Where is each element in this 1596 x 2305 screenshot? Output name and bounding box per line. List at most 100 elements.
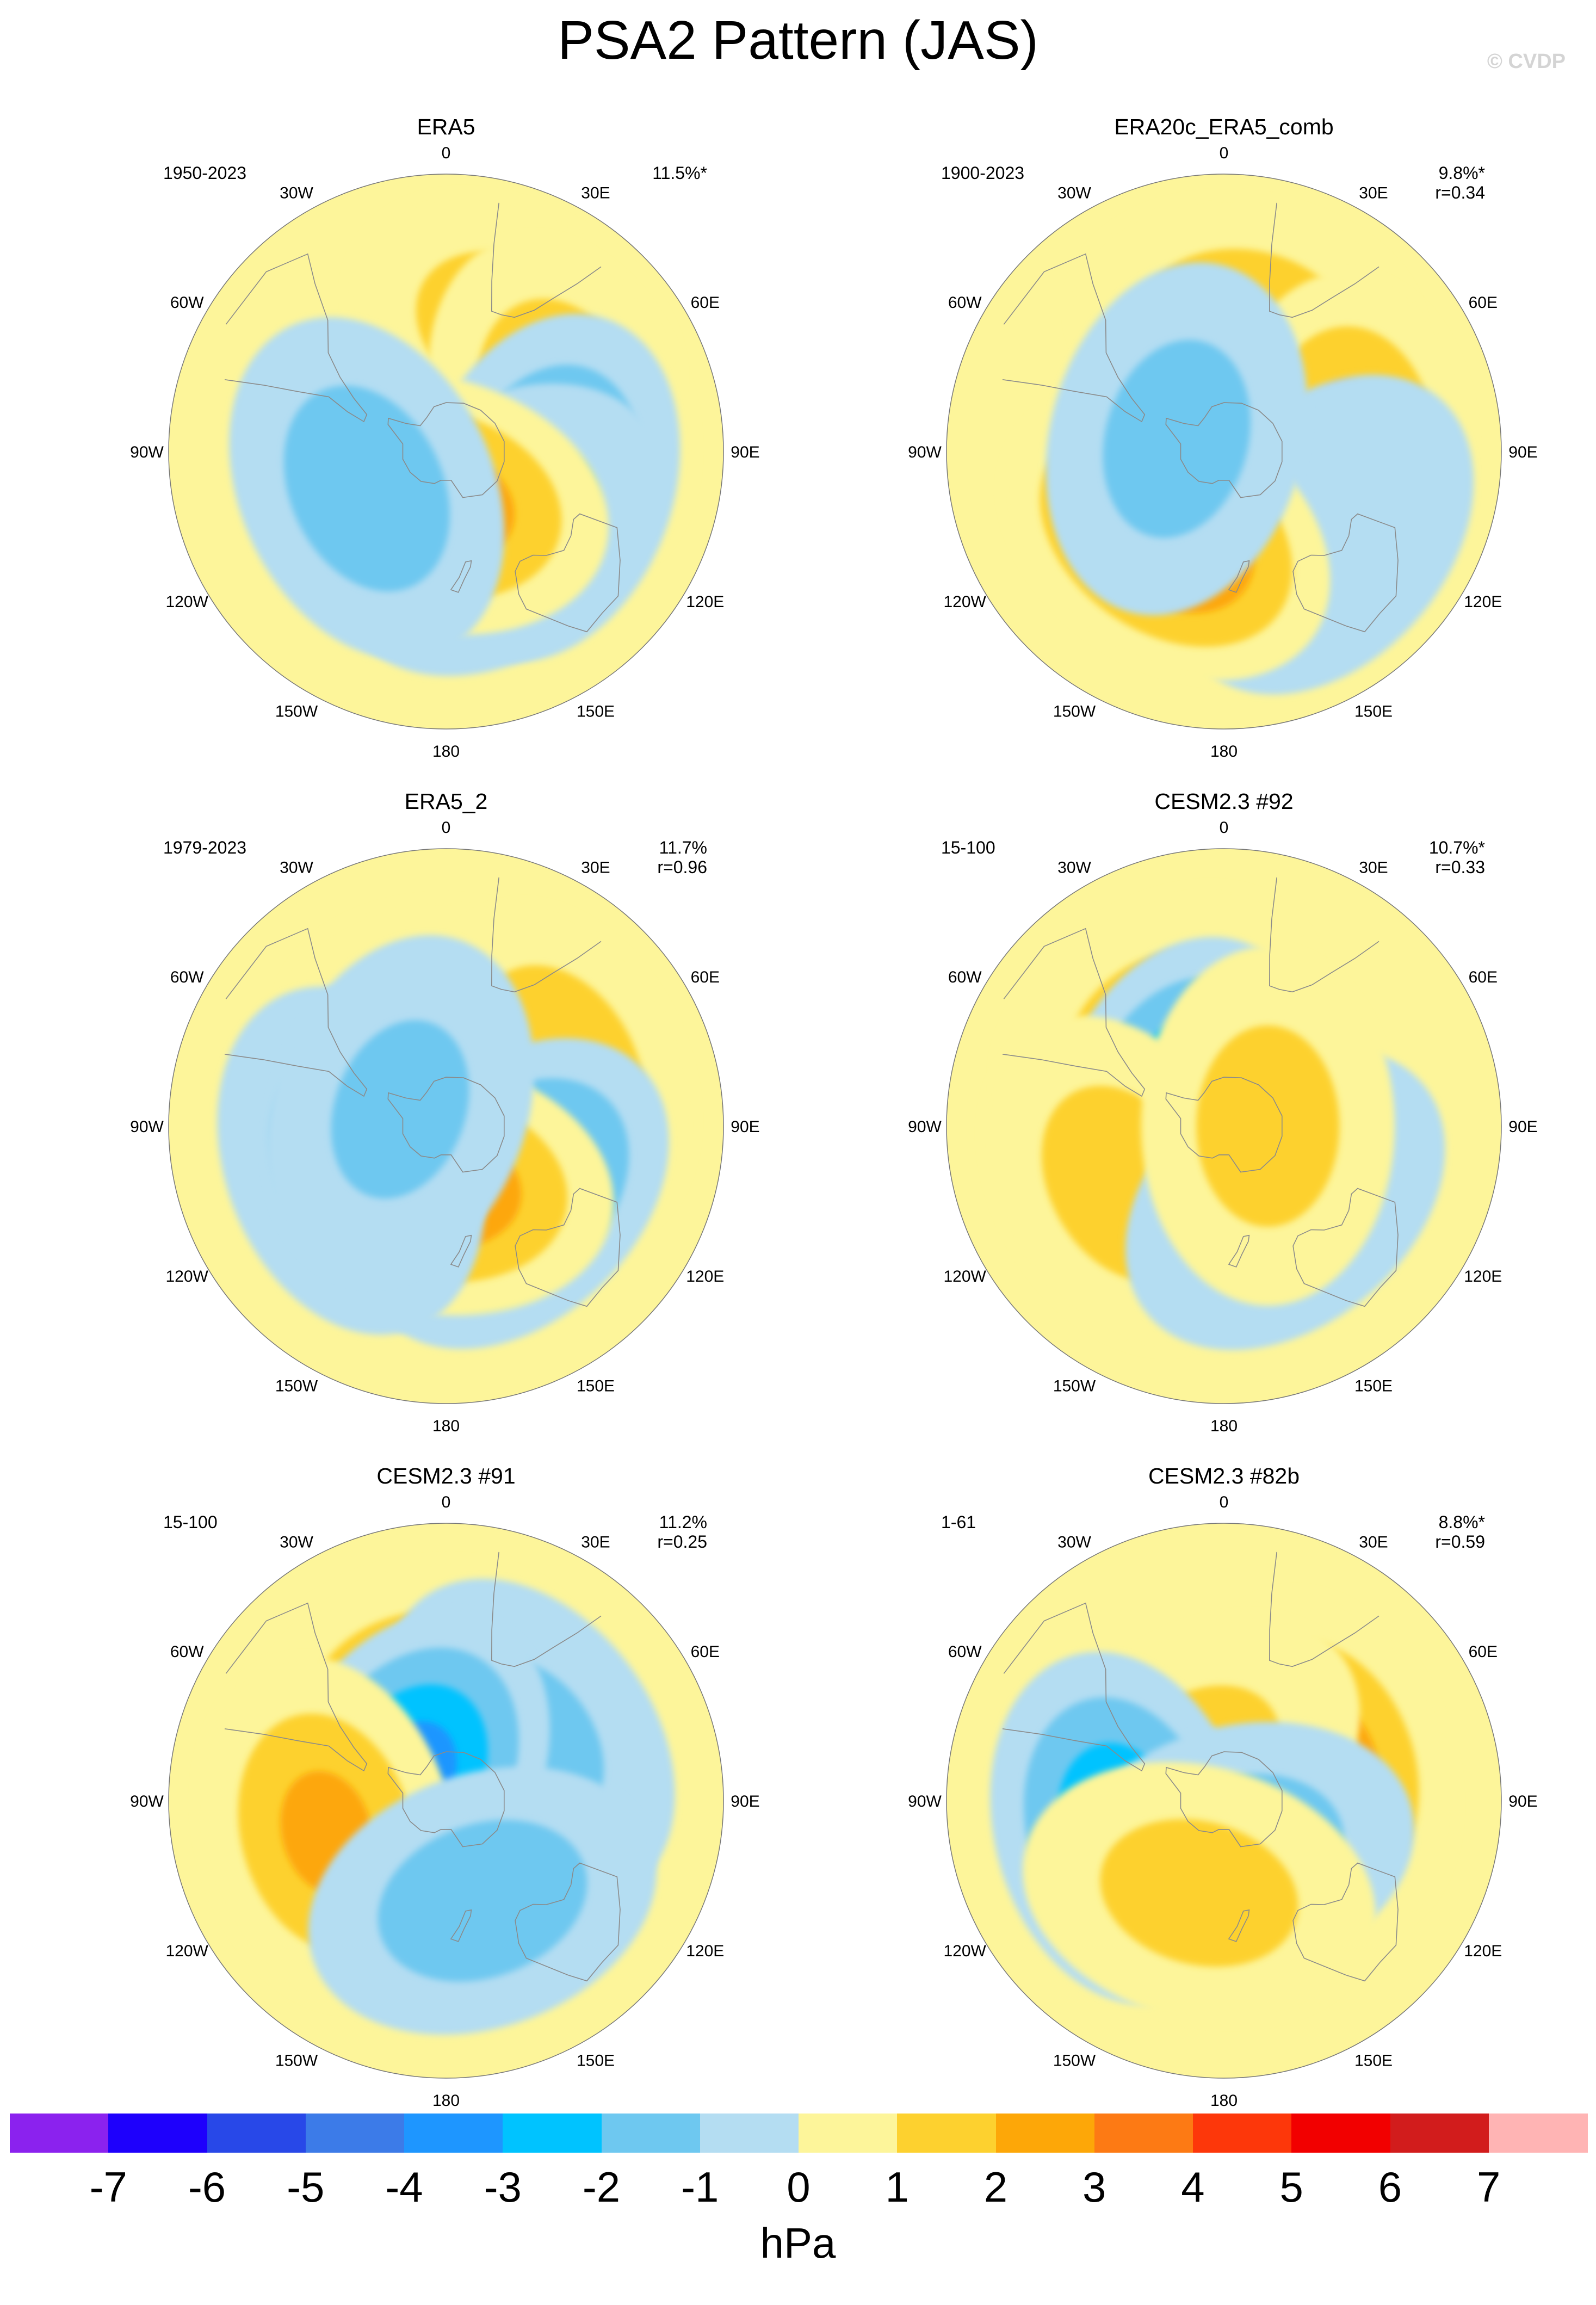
longitude-label: 150W [275,2051,318,2069]
longitude-label: 60W [948,294,982,312]
colorbar-tick-label: 2 [983,2163,1008,2211]
colorbar-tick-label: 3 [1082,2163,1106,2211]
australia-coastline [1292,1862,1399,1982]
colorbar-units: hPa [760,2219,836,2267]
new-zealand-coastline [1228,1909,1250,1942]
longitude-label: 30E [581,859,610,877]
longitude-label: 120E [1464,1268,1502,1286]
map-rim [168,1523,724,2079]
map-rim [168,174,724,730]
longitude-label: 120W [944,1942,987,1960]
longitude-label: 120E [686,593,724,611]
longitude-label: 120E [1464,593,1502,611]
period-label: 15-100 [941,838,995,857]
colorbar-swatch [1193,2114,1292,2153]
longitude-label: 150E [1354,702,1393,720]
colorbar-tick-label: -2 [582,2163,621,2211]
longitude-label: 0 [442,144,451,162]
longitude-label: 120W [944,1268,987,1286]
longitude-label: 120E [686,1942,724,1960]
colorbar-swatch [1390,2114,1489,2153]
polar-map: 0 30E 60E 90E 120E 150E 180 150W 120W 90W 60W 30W [130,144,760,761]
pattern-correlation: r=0.25 [657,1532,707,1552]
new-zealand-coastline [450,1234,472,1268]
longitude-label: 150E [577,702,615,720]
colorbar-tick-label: -1 [681,2163,719,2211]
longitude-label: 60E [1469,294,1498,312]
antarctica-coastline [1165,402,1283,498]
longitude-label: 150E [1354,2051,1393,2069]
australia-coastline [515,513,621,633]
longitude-label: 180 [432,743,460,761]
longitude-label: 90E [1508,1793,1537,1810]
africa-coastline [491,202,602,318]
south-america-coastline [224,1602,368,1772]
longitude-label: 90W [908,1793,942,1810]
longitude-label: 150E [1354,1377,1393,1395]
australia-coastline [1292,1188,1399,1307]
panel-title: ERA5 [417,114,475,139]
longitude-label: 120W [166,1942,209,1960]
new-zealand-coastline [450,560,472,593]
longitude-label: 90W [908,443,942,461]
longitude-label: 120W [166,1268,209,1286]
period-label: 1-61 [941,1512,976,1532]
map-rim [168,848,724,1404]
longitude-label: 90E [1508,1118,1537,1136]
colorbar-swatch [1094,2114,1193,2153]
colorbar-swatch [1291,2114,1390,2153]
negative-anomaly-contour [331,1020,469,1199]
longitude-label: 90E [731,1793,759,1810]
longitude-label: 150W [1053,2051,1096,2069]
longitude-label: 120E [1464,1942,1502,1960]
copyright-watermark: © CVDP [1487,50,1566,73]
negative-anomaly-contour [283,385,450,592]
longitude-label: 180 [432,2092,460,2110]
longitude-label: 60W [170,1643,204,1661]
australia-coastline [1292,513,1399,633]
new-zealand-coastline [1228,560,1250,593]
longitude-label: 60E [691,1643,720,1661]
antarctica-coastline [387,1751,505,1847]
africa-coastline [1269,1552,1380,1667]
south-america-coastline [224,928,368,1097]
longitude-label: 90E [731,1118,759,1136]
period-label: 1950-2023 [163,163,247,183]
longitude-label: 30E [1359,1534,1388,1552]
longitude-label: 60W [170,968,204,986]
map-panel: ERA5_2 1979-2023 11.7% r=0.96 0 30E 60E 90E 120E… [22,783,805,1453]
panel-title: ERA20c_ERA5_comb [1114,114,1334,139]
colorbar-tick-label: 1 [885,2163,909,2211]
colorbar-swatch [207,2114,306,2153]
map-rim [946,174,1502,730]
longitude-label: 0 [1220,819,1229,837]
colorbar-swatch [503,2114,602,2153]
map-rim [946,848,1502,1404]
africa-coastline [1269,202,1380,318]
colorbar-swatch [404,2114,503,2153]
longitude-label: 120W [166,593,209,611]
period-label: 15-100 [163,1512,218,1532]
longitude-label: 150W [1053,702,1096,720]
map-panel: ERA5 1950-2023 11.5%* 0 30E 60E 90E 120E 150E 180… [22,109,805,778]
polar-map: 0 30E 60E 90E 120E 150E 180 150W 120W 90W 60W 30W [908,1493,1538,2110]
polar-map: 0 30E 60E 90E 120E 150E 180 150W 120W 90W 60W 30W [130,1493,760,2110]
longitude-label: 0 [1220,144,1229,162]
australia-coastline [515,1862,621,1982]
africa-coastline [491,877,602,993]
variance-explained: 11.5%* [652,163,707,183]
colorbar-swatch [897,2114,996,2153]
longitude-label: 90E [731,443,759,461]
panel-title: ERA5_2 [404,789,488,814]
longitude-label: 0 [442,819,451,837]
colorbar-tick-label: -3 [484,2163,522,2211]
longitude-label: 150E [577,2051,615,2069]
colorbar-tick-label: 5 [1279,2163,1303,2211]
colorbar [10,2114,1588,2153]
longitude-label: 150W [275,702,318,720]
pattern-correlation: r=0.96 [657,857,707,877]
longitude-label: 30W [280,859,313,877]
longitude-label: 180 [1210,2092,1238,2110]
colorbar-swatch [995,2114,1095,2153]
longitude-label: 30W [280,1534,313,1552]
